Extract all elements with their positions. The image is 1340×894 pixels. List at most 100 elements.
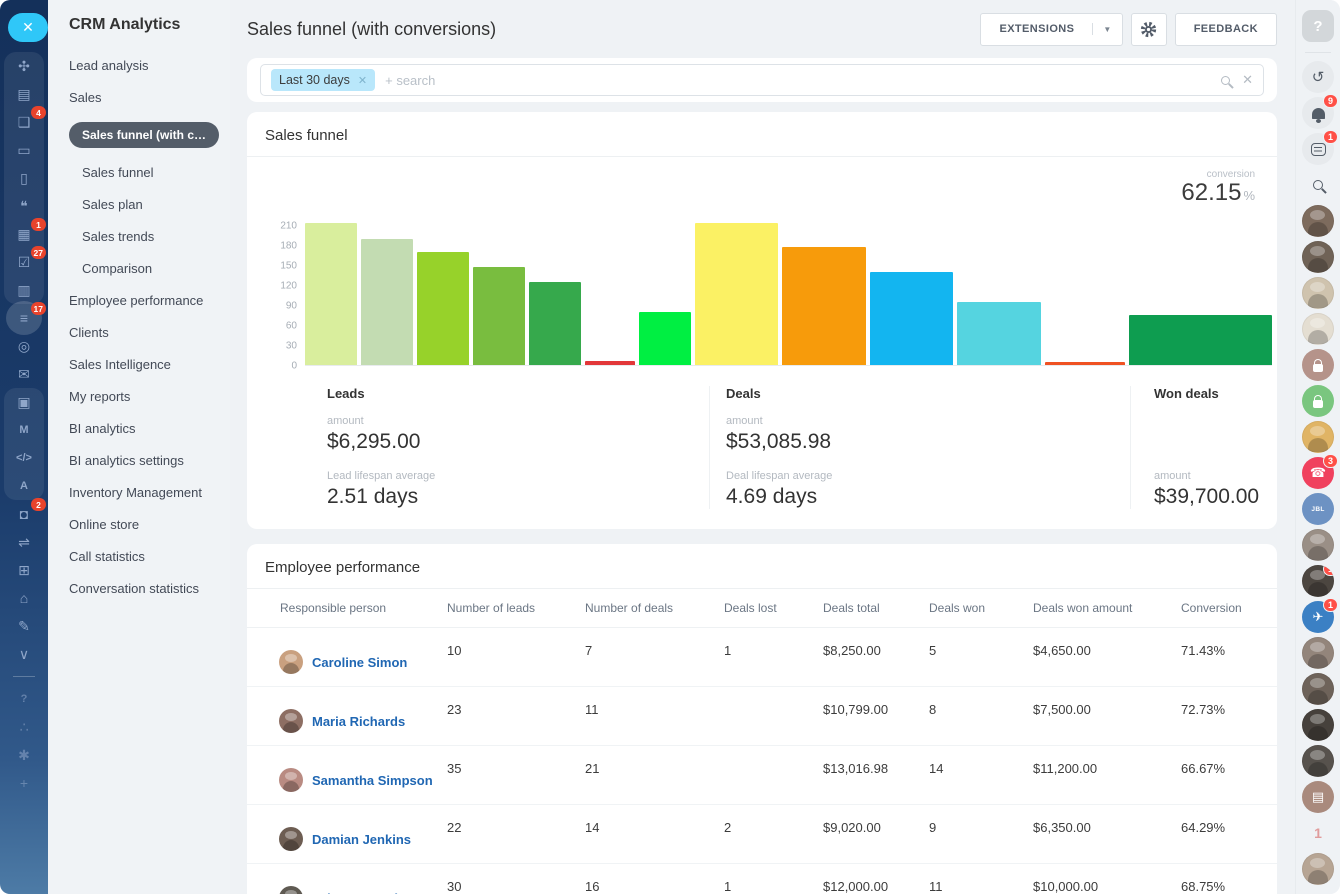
groups-icon[interactable]: ❝ (20, 198, 28, 214)
sidebar-item[interactable]: My reports (69, 389, 131, 404)
search-input[interactable] (385, 72, 1222, 88)
funnel-bar[interactable] (305, 223, 357, 366)
person-link[interactable]: Zaire Kongsala (312, 891, 405, 894)
sidebar-item[interactable]: Comparison (82, 261, 153, 276)
user-avatar[interactable] (1302, 205, 1334, 237)
user-avatar[interactable] (1302, 529, 1334, 561)
person-link[interactable]: Samantha Simpson (312, 772, 433, 788)
call-icon[interactable]: ☎ 3 (1302, 454, 1338, 489)
notifications-bell-icon[interactable]: 9 (1302, 94, 1338, 129)
chats-icon[interactable]: 1 (1302, 130, 1338, 165)
collapse-icon[interactable]: ∨ (18, 646, 30, 662)
funnel-bar[interactable] (639, 312, 691, 366)
funnel-bar[interactable] (870, 272, 953, 366)
user-avatar[interactable] (1302, 241, 1334, 273)
sidebar-item[interactable]: Sales funnel (with con... (69, 122, 219, 148)
help-icon[interactable]: ? (20, 692, 28, 705)
table-header-cell[interactable]: Conversion (1181, 601, 1242, 616)
funnel-bar[interactable] (473, 267, 525, 366)
sidebar-item[interactable]: Sales trends (82, 229, 155, 244)
sidebar-item[interactable]: Call statistics (69, 549, 145, 564)
user-avatar[interactable] (1302, 277, 1334, 309)
network-icon[interactable]: ∴ (19, 719, 29, 735)
user-avatar[interactable] (1302, 673, 1334, 705)
person-link[interactable]: Caroline Simon (312, 654, 408, 670)
funnel-bar[interactable] (529, 282, 581, 366)
funnel-bar[interactable] (1129, 315, 1272, 366)
marketing-icon[interactable]: ◎ (17, 338, 31, 354)
user-avatar[interactable] (1302, 313, 1334, 345)
table-header-cell[interactable]: Deals lost (724, 601, 777, 616)
sign-icon[interactable]: ✎ (18, 618, 30, 634)
settings-button[interactable] (1130, 12, 1167, 46)
m-logo-icon[interactable]: M (19, 423, 29, 436)
funnel-bar[interactable] (585, 361, 635, 366)
birthday-icon[interactable]: 1 (1314, 825, 1322, 841)
user-avatar[interactable] (1302, 853, 1334, 885)
history-icon[interactable]: ↺ (1302, 61, 1334, 93)
contacts-icon[interactable]: ▥ (17, 282, 31, 298)
sidebar-item[interactable]: Sales (69, 90, 102, 105)
funnel-bar[interactable] (361, 238, 413, 366)
search-icon[interactable] (1302, 169, 1334, 201)
add-icon[interactable]: + (19, 775, 29, 791)
crm-icon[interactable]: ≡ 17 (4, 301, 46, 335)
sidebar-item[interactable]: Employee performance (69, 293, 204, 308)
sidebar-item[interactable]: Lead analysis (69, 58, 149, 73)
filter-input-area[interactable]: Last 30 days ✕ ✕ (260, 64, 1264, 96)
clear-filter-icon[interactable]: ✕ (1242, 72, 1253, 87)
messenger-icon[interactable]: ❑ 4 (4, 106, 46, 136)
tasks-icon[interactable]: ☑ 27 (4, 246, 46, 276)
chevron-down-icon[interactable]: ▼ (1103, 24, 1112, 34)
user-avatar[interactable] (1302, 637, 1334, 669)
table-header-cell[interactable]: Deals won (929, 601, 986, 616)
ai-bot-icon[interactable]: ◘ 2 (4, 498, 46, 528)
sidebar-item[interactable]: Sales Intelligence (69, 357, 171, 372)
group-chat-icon[interactable]: JBL (1302, 493, 1334, 525)
table-header-cell[interactable]: Deals won amount (1033, 601, 1133, 616)
private-chat-lock-icon[interactable] (1302, 349, 1334, 381)
extensions-button[interactable]: EXTENSIONS ▼ (980, 12, 1123, 46)
sliders-icon[interactable]: ⇌ (18, 534, 30, 550)
funnel-bar[interactable] (1045, 362, 1125, 366)
sidebar-item[interactable]: BI analytics (69, 421, 136, 436)
person-link[interactable]: Damian Jenkins (312, 831, 411, 847)
store-icon[interactable]: ⌂ (19, 590, 29, 606)
sidebar-item[interactable]: BI analytics settings (69, 453, 184, 468)
documents-icon[interactable]: ▯ (20, 170, 28, 186)
magnifier-icon[interactable] (1221, 75, 1231, 85)
close-menu-button[interactable]: ✕ (8, 13, 48, 42)
user-avatar[interactable]: 1 (1302, 565, 1334, 597)
cart-icon[interactable]: ⊞ (18, 562, 30, 578)
sidebar-item[interactable]: Sales funnel (82, 165, 154, 180)
user-avatar[interactable] (1302, 709, 1334, 741)
sidebar-item[interactable]: Clients (69, 325, 109, 340)
private-chat-lock-icon[interactable] (1302, 385, 1334, 417)
calendar-icon[interactable]: ▦ 1 (4, 218, 46, 248)
sidebar-item[interactable]: Online store (69, 517, 140, 532)
feedback-button[interactable]: FEEDBACK (1174, 12, 1277, 46)
settings-icon[interactable]: ✱ (18, 747, 30, 763)
automation-icon[interactable]: A (20, 479, 28, 492)
sidebar-item[interactable]: Inventory Management (69, 485, 202, 500)
live-feed-icon[interactable]: ▤ (17, 86, 31, 102)
pulse-icon[interactable]: ✣ (18, 58, 30, 74)
contact-card-icon[interactable]: ▤ (1302, 781, 1334, 813)
helpdesk-button[interactable]: ? (1302, 10, 1334, 42)
mail-icon[interactable]: ✉ (18, 366, 30, 382)
funnel-bar[interactable] (957, 302, 1041, 366)
inventory-icon[interactable]: ▣ (17, 394, 31, 410)
funnel-bar[interactable] (417, 252, 469, 366)
table-header-cell[interactable]: Deals total (823, 601, 880, 616)
table-header-cell[interactable]: Responsible person (280, 601, 387, 616)
globe-chat-icon[interactable]: ✈ 1 (1302, 598, 1338, 633)
person-link[interactable]: Maria Richards (312, 713, 406, 729)
user-avatar[interactable] (1302, 421, 1334, 453)
filter-chip[interactable]: Last 30 days ✕ (271, 69, 376, 91)
sidebar-item[interactable]: Sales plan (82, 197, 143, 212)
funnel-bar[interactable] (782, 246, 866, 366)
chip-close-icon[interactable]: ✕ (357, 74, 368, 87)
developer-icon[interactable]: </> (16, 451, 32, 464)
table-header-cell[interactable]: Number of deals (585, 601, 674, 616)
funnel-bar[interactable] (695, 222, 778, 366)
